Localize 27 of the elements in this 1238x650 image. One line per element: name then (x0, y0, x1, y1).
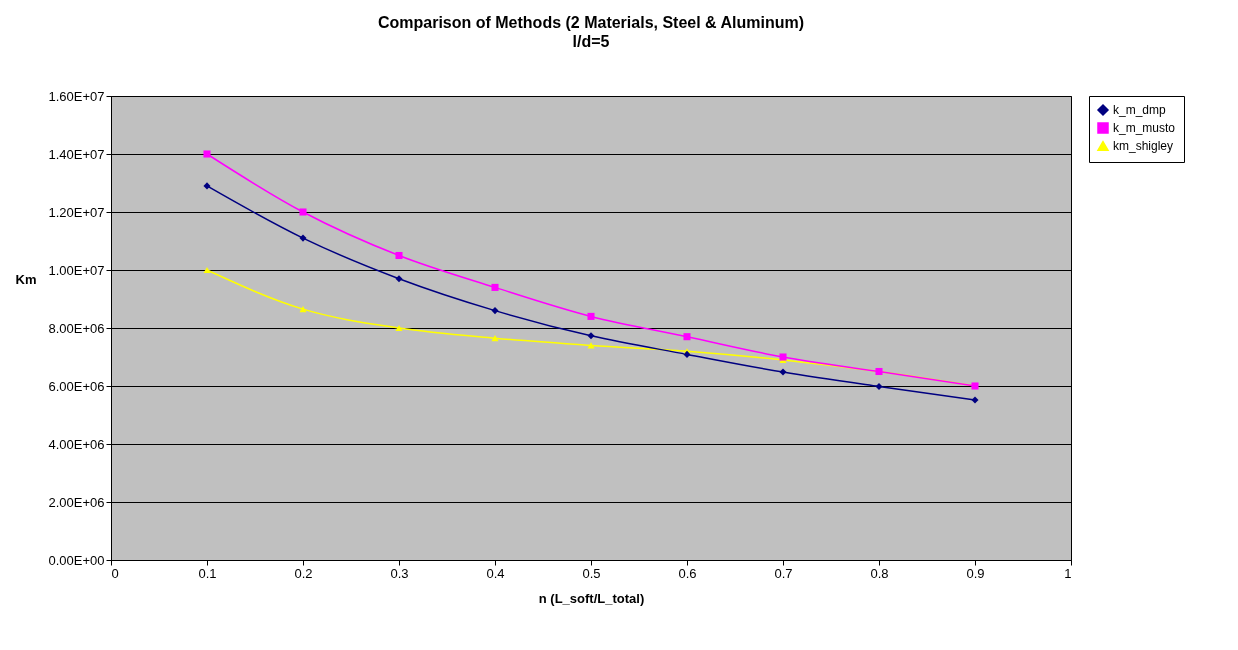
y-tick-label: 1.40E+07 (48, 146, 105, 162)
x-tick-label: 0.1 (198, 565, 217, 581)
legend-label: km_shigley (1113, 139, 1174, 153)
x-tick-label: 0.7 (774, 565, 793, 581)
chart-subtitle: l/d=5 (572, 33, 610, 50)
x-tick-label: 0 (111, 565, 119, 581)
x-tick-label: 0.9 (966, 565, 985, 581)
x-tick-label: 1 (1064, 565, 1072, 581)
legend-label: k_m_musto (1113, 121, 1176, 135)
y-tick-label: 8.00E+06 (48, 320, 105, 336)
x-tick-label: 0.4 (486, 565, 505, 581)
y-tick-label: 0.00E+00 (48, 552, 105, 568)
x-tick-label: 0.5 (582, 565, 601, 581)
x-axis-title: n (L_soft/L_total) (538, 590, 645, 606)
x-tick-label: 0.8 (870, 565, 889, 581)
y-tick-label: 6.00E+06 (48, 378, 105, 394)
y-tick-label: 1.60E+07 (48, 88, 105, 104)
legend-label: k_m_dmp (1113, 103, 1167, 117)
y-tick-label: 4.00E+06 (48, 436, 105, 452)
x-tick-label: 0.3 (390, 565, 409, 581)
y-tick-label: 2.00E+06 (48, 494, 105, 510)
y-tick-label: 1.00E+07 (48, 262, 105, 278)
x-tick-label: 0.2 (294, 565, 313, 581)
y-axis-title: Km (15, 271, 37, 287)
chart-title: Comparison of Methods (2 Materials, Steel & Aluminum) (377, 14, 805, 31)
y-tick-label: 1.20E+07 (48, 204, 105, 220)
x-tick-label: 0.6 (678, 565, 697, 581)
